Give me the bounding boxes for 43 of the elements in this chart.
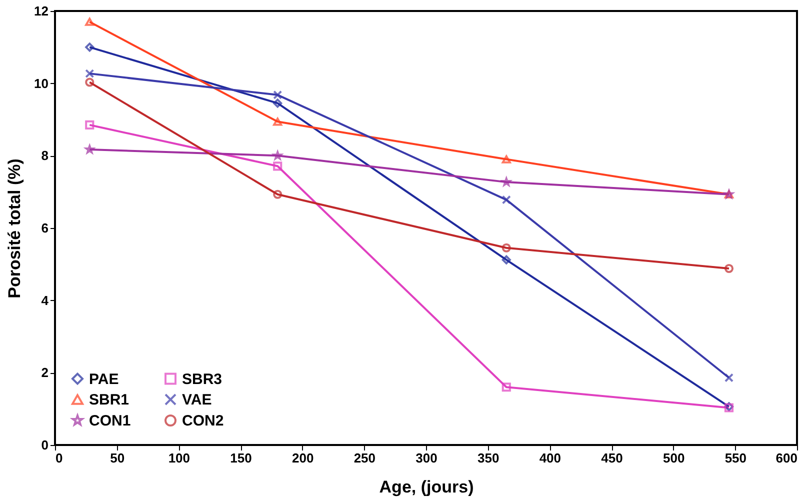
legend-label: PAE [89,370,119,388]
point [85,120,94,130]
legend-label: CON1 [89,412,131,430]
x-tick-label: 500 [662,450,685,466]
point [85,18,94,26]
point [273,118,282,126]
x-tick-label: 350 [477,450,500,466]
point [502,382,511,392]
x-tick-label: 0 [56,450,63,466]
y-tick-label: 0 [41,438,48,452]
y-axis-title: Porosité total (%) [5,158,24,298]
y-tick-label: 4 [41,292,50,308]
point [85,42,94,52]
x-axis-title: Age, (jours) [379,478,474,496]
legend-label: SBR3 [182,370,222,388]
y-tick-label: 2 [41,365,48,380]
y-tick-label: 8 [41,148,48,164]
legend-label: SBR1 [89,392,130,408]
point [273,162,282,171]
x-tick-label: 50 [110,450,125,466]
point [273,98,282,108]
x-tick-label: 400 [539,450,562,466]
x-tick-label: 250 [354,450,376,466]
point [502,255,511,264]
legend-label: VAE [182,392,212,408]
point [502,155,511,164]
x-tick-label: 300 [416,450,438,466]
point [502,243,511,252]
point [273,190,282,199]
y-tick-label: 12 [34,4,48,18]
y-tick-label: 10 [34,76,48,91]
x-tick-label: 450 [601,450,623,466]
x-tick-label: 100 [168,450,190,466]
legend-label: CON2 [182,412,224,430]
point [502,195,511,204]
y-tick-label: 6 [41,220,48,236]
x-tick-label: 600 [776,450,798,466]
x-tick-label: 200 [292,450,314,466]
point [273,90,282,100]
x-tick-label: 150 [230,450,252,466]
point [724,373,734,382]
point [85,69,94,78]
x-tick-label: 550 [724,450,747,466]
